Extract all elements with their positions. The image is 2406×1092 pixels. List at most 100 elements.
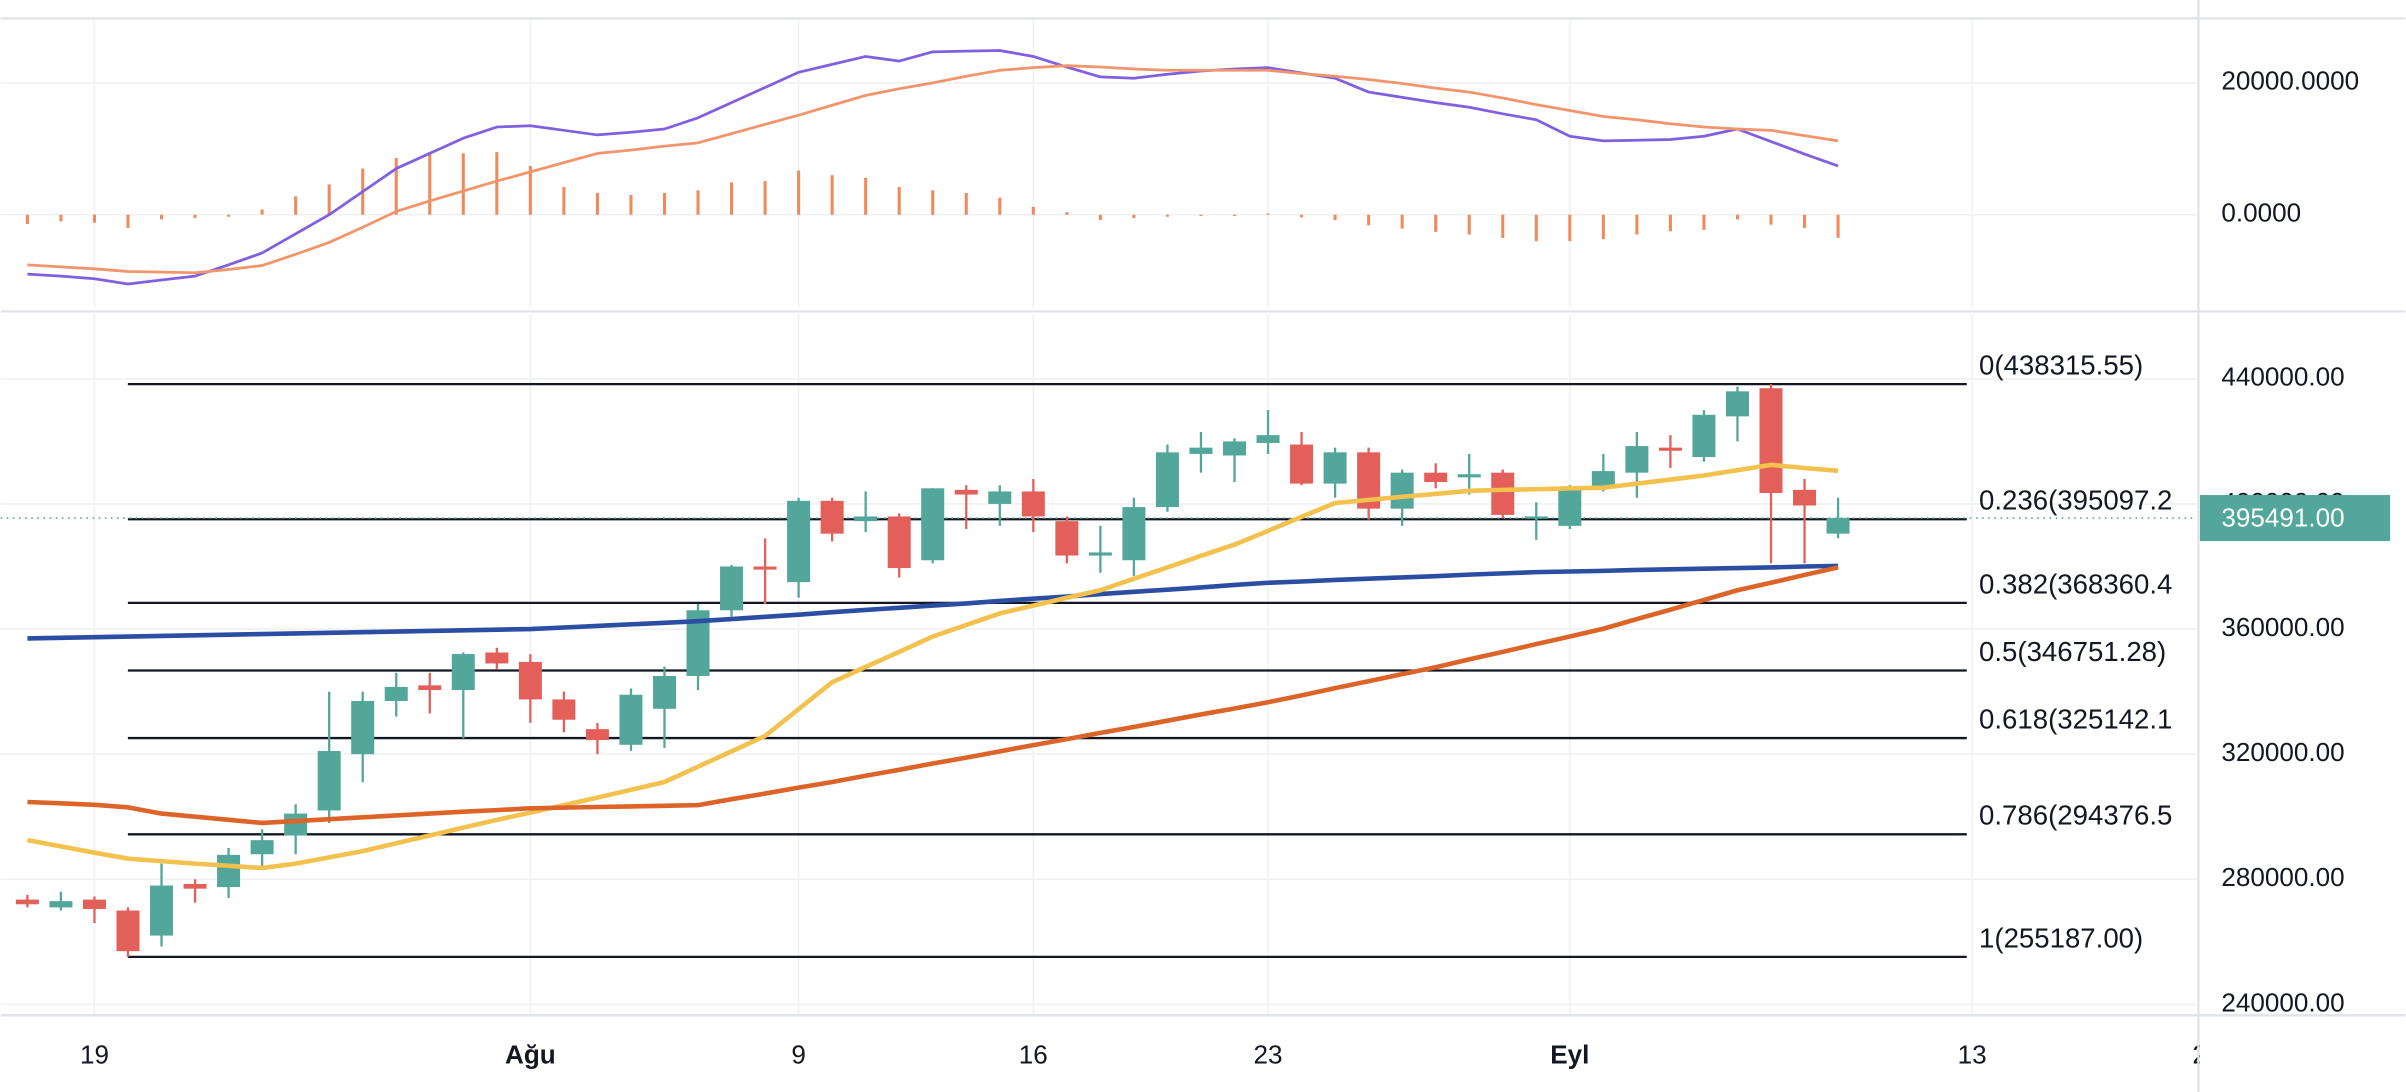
candle-body bbox=[1826, 518, 1850, 534]
candle-body bbox=[384, 686, 408, 701]
histogram-bar bbox=[25, 214, 29, 224]
candle-body bbox=[787, 500, 811, 583]
candle-body bbox=[820, 500, 844, 534]
candle-body bbox=[1290, 444, 1314, 484]
histogram-bar bbox=[126, 214, 130, 228]
candle-body bbox=[1122, 507, 1146, 561]
indicator-line bbox=[27, 64, 1839, 275]
histogram-bar bbox=[59, 214, 63, 222]
fib-label: 0.382(368360.4 bbox=[1979, 568, 2172, 599]
y-tick-label: 240000.00 bbox=[2221, 987, 2344, 1017]
candle-body bbox=[49, 901, 73, 908]
x-tick-label: 23 bbox=[1254, 1040, 1283, 1070]
histogram-bar bbox=[1802, 214, 1807, 228]
histogram-bar bbox=[562, 187, 566, 215]
histogram-bar bbox=[897, 187, 901, 215]
histogram-bar bbox=[1601, 214, 1605, 240]
histogram-bar bbox=[730, 182, 734, 215]
histogram-bar bbox=[662, 192, 667, 215]
histogram-bar bbox=[1333, 214, 1337, 221]
candle-body bbox=[250, 840, 274, 855]
candle-body bbox=[485, 652, 509, 664]
price-marker: 395491.00 bbox=[2199, 495, 2391, 542]
candle-body bbox=[1424, 472, 1448, 483]
histogram-bar bbox=[1467, 214, 1471, 235]
x-tick-label: 9 bbox=[791, 1040, 806, 1070]
y-tick-label: 440000.00 bbox=[2221, 362, 2344, 392]
moving-average bbox=[27, 565, 1839, 826]
candle-body bbox=[1357, 452, 1381, 509]
histogram-bar bbox=[931, 190, 935, 215]
candle-body bbox=[518, 661, 542, 700]
candle-body bbox=[1558, 488, 1582, 526]
histogram-bar bbox=[797, 170, 801, 215]
histogram-bar bbox=[159, 214, 164, 220]
price-plot: 0(438315.55) 0.236(395097.2 0.382(368360.4… bbox=[0, 314, 2197, 1016]
histogram-bar bbox=[1098, 214, 1102, 221]
candle-body bbox=[1223, 441, 1247, 456]
histogram-bar bbox=[1769, 214, 1773, 225]
fib-label: 0.236(395097.2 bbox=[1979, 485, 2172, 516]
x-tick-label: 16 bbox=[1019, 1040, 1048, 1070]
histogram-bar bbox=[830, 175, 834, 215]
histogram-bar bbox=[1132, 214, 1136, 219]
histogram-bar bbox=[1501, 214, 1505, 238]
histogram-bar bbox=[1836, 214, 1840, 238]
fib-label: 0.618(325142.1 bbox=[1979, 704, 2172, 735]
candle-body bbox=[284, 813, 308, 836]
y-tick-label: 280000.00 bbox=[2221, 862, 2344, 892]
x-axis: 19 Ağu 9 16 23 Eyl 13 20 bbox=[80, 1040, 2221, 1070]
x-tick-label: Ağu bbox=[505, 1040, 556, 1070]
x-tick-label: 20 bbox=[2192, 1040, 2221, 1070]
fib-label: 1(255187.00) bbox=[1979, 922, 2143, 953]
histogram-bar bbox=[1300, 214, 1304, 218]
candle-body bbox=[686, 610, 710, 676]
histogram-bar bbox=[1400, 214, 1404, 229]
fib-label: 0(438315.55) bbox=[1979, 350, 2143, 381]
histogram-bar bbox=[1199, 214, 1203, 217]
y-tick-label: 0.0000 bbox=[2221, 198, 2301, 228]
candle-body bbox=[1155, 452, 1179, 508]
fib-label: 0.786(294376.5 bbox=[1979, 800, 2172, 831]
candle-body bbox=[1692, 414, 1716, 458]
candle-body bbox=[1323, 452, 1347, 484]
y-tick-label: 320000.00 bbox=[2221, 737, 2344, 767]
histogram-bar bbox=[227, 214, 231, 217]
histogram-bar bbox=[1635, 214, 1639, 235]
candle-body bbox=[720, 566, 744, 611]
histogram-bar bbox=[1065, 212, 1069, 215]
histogram-bar bbox=[1568, 214, 1572, 242]
y-tick-label: 360000.00 bbox=[2221, 612, 2344, 642]
last-price-label: 395491.00 bbox=[2221, 502, 2344, 532]
histogram-bar bbox=[595, 192, 599, 215]
candle-body bbox=[552, 699, 576, 720]
histogram-bar bbox=[629, 194, 633, 215]
candle-body bbox=[1725, 391, 1749, 417]
candle-body bbox=[1021, 491, 1045, 517]
candle-body bbox=[1524, 516, 1548, 519]
candle-body bbox=[1491, 472, 1515, 515]
histogram-bar bbox=[1534, 214, 1538, 242]
candle-body bbox=[854, 516, 878, 522]
candle-body bbox=[619, 694, 643, 745]
histogram-bar bbox=[428, 152, 432, 215]
histogram-bar bbox=[1668, 214, 1672, 232]
histogram-bar bbox=[327, 184, 331, 215]
candle-body bbox=[1055, 521, 1079, 556]
histogram-bar bbox=[260, 209, 264, 215]
histogram-bar bbox=[1232, 214, 1237, 217]
candle-body bbox=[1457, 474, 1481, 478]
candle-body bbox=[15, 899, 39, 905]
candle-body bbox=[217, 854, 241, 888]
histogram-bar bbox=[92, 214, 96, 223]
candle-body bbox=[887, 516, 911, 569]
candle-body bbox=[1759, 388, 1783, 493]
candle-body bbox=[1658, 447, 1682, 451]
histogram-bar bbox=[696, 190, 700, 215]
macd-plot bbox=[0, 18, 2197, 307]
candle-body bbox=[1625, 446, 1649, 473]
candle-body bbox=[954, 489, 978, 495]
candle-body bbox=[753, 566, 777, 570]
